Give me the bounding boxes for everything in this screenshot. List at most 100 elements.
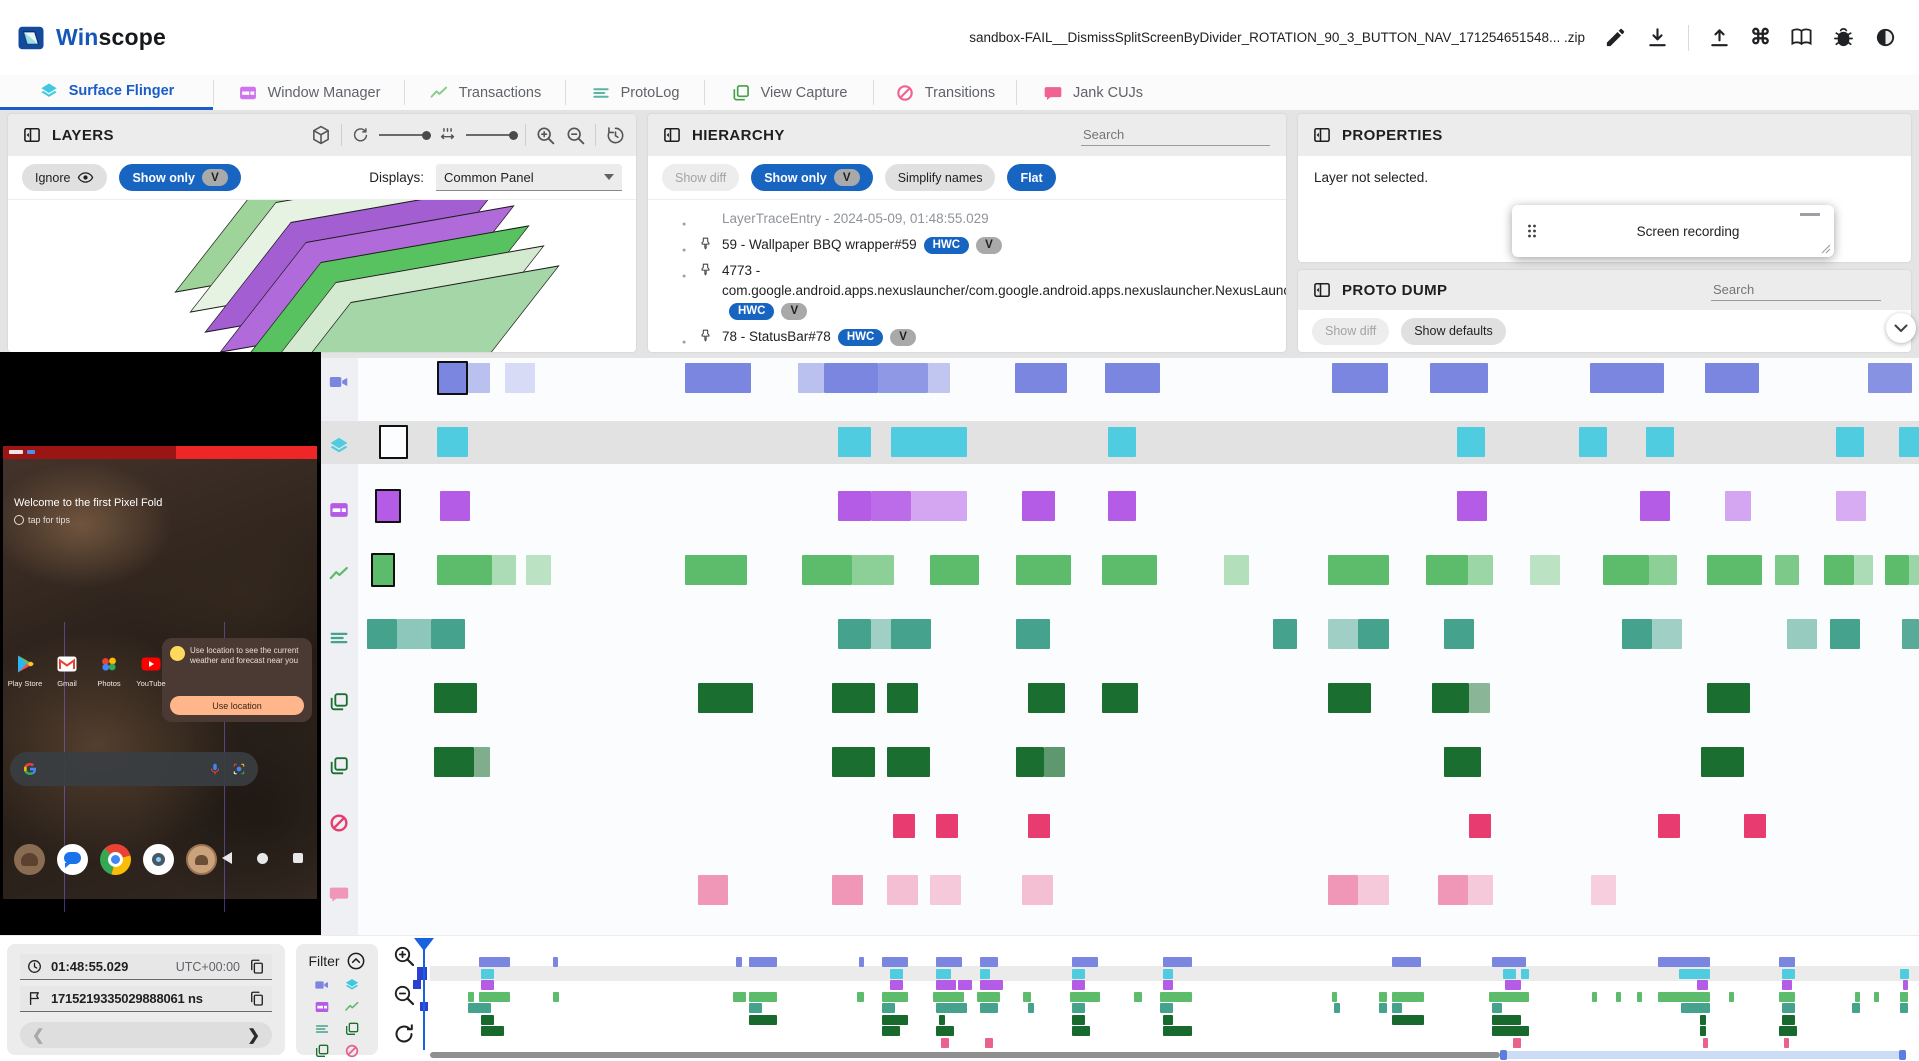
transactions-selected-block[interactable] [371, 553, 395, 587]
surface-flinger-event-block[interactable] [838, 427, 871, 457]
rotation-icon[interactable] [351, 126, 370, 145]
simplify-names-button[interactable]: Simplify names [884, 164, 996, 191]
transactions-event-block[interactable] [1824, 555, 1854, 585]
filter-videocam-icon[interactable] [314, 977, 330, 993]
hierarchy-tree-row[interactable]: ● LayerTraceEntry - 2024-05-09, 01:48:55.… [648, 206, 1276, 232]
filter-layers-icon[interactable] [344, 977, 360, 993]
jank-cujs-event-block[interactable] [1468, 875, 1493, 905]
3d-view-icon[interactable] [310, 124, 332, 146]
screen-recording-event-block[interactable] [928, 363, 950, 393]
transactions-event-block[interactable] [852, 555, 894, 585]
zoom-range-left-handle[interactable] [1500, 1050, 1507, 1060]
show-diff-button-proto-dump[interactable]: Show diff [1312, 317, 1390, 345]
tab-window-manager[interactable]: Window Manager [214, 75, 404, 110]
jank-cujs-event-block[interactable] [887, 875, 918, 905]
view-capture-taskbar-event-block[interactable] [1102, 683, 1138, 713]
protolog-event-block[interactable] [367, 619, 397, 649]
protolog-event-block[interactable] [1622, 619, 1652, 649]
previous-entry-button[interactable]: ❮ [32, 1026, 45, 1044]
transactions-event-block[interactable] [1909, 555, 1919, 585]
window-manager-event-block[interactable] [1457, 491, 1487, 521]
jank-cujs-event-block[interactable] [698, 875, 728, 905]
zoom-out-icon[interactable] [565, 125, 586, 146]
surface-flinger-event-block[interactable] [1899, 427, 1919, 457]
protolog-event-block[interactable] [838, 619, 871, 649]
transitions-event-block[interactable] [1028, 814, 1050, 838]
show-only-button-layers[interactable]: Show only V [119, 164, 241, 191]
protolog-event-block[interactable] [397, 619, 431, 649]
transitions-event-block[interactable] [1658, 814, 1680, 838]
transactions-event-block[interactable] [1707, 555, 1762, 585]
view-capture-launcher-event-block[interactable] [1701, 747, 1744, 777]
transactions-event-block[interactable] [1102, 555, 1157, 585]
timeline-minimap[interactable] [413, 936, 1919, 1061]
copy-time-button[interactable] [248, 958, 266, 976]
view-capture-launcher-event-block[interactable] [434, 747, 474, 777]
view-capture-launcher-event-block[interactable] [1016, 747, 1044, 777]
jank-cujs-event-block[interactable] [1358, 875, 1389, 905]
spacing-slider[interactable] [466, 130, 518, 140]
view-capture-launcher-event-block[interactable] [474, 747, 490, 777]
surface-flinger-event-block[interactable] [1646, 427, 1674, 457]
transactions-event-block[interactable] [1468, 555, 1493, 585]
protolog-event-block[interactable] [1830, 619, 1860, 649]
drag-handle-icon[interactable] [1522, 221, 1542, 241]
window-manager-event-block[interactable] [838, 491, 871, 521]
view-capture-taskbar-event-block[interactable] [1707, 683, 1750, 713]
view-capture-launcher-event-block[interactable] [1044, 747, 1065, 777]
screen-recording-event-block[interactable] [685, 363, 751, 393]
window-manager-event-block[interactable] [1725, 491, 1751, 521]
timeline-cursor-line[interactable] [423, 938, 425, 1050]
tab-surface-flinger[interactable]: Surface Flinger [0, 75, 213, 110]
protolog-event-block[interactable] [1902, 619, 1919, 649]
screen-recording-event-block[interactable] [1105, 363, 1160, 393]
layers-3d-view[interactable] [8, 200, 636, 352]
window-manager-event-block[interactable] [440, 491, 470, 521]
collapse-timeline-button[interactable] [1886, 313, 1916, 343]
view-capture-taskbar-event-block[interactable] [1432, 683, 1469, 713]
view-capture-launcher-event-block[interactable] [832, 747, 875, 777]
minimap-reset-zoom-icon[interactable] [392, 1022, 416, 1046]
surface-flinger-selected-block[interactable] [379, 425, 408, 459]
filter-viewcapture-icon[interactable] [314, 1043, 330, 1059]
jank-cujs-event-block[interactable] [1022, 875, 1053, 905]
transactions-event-block[interactable] [1426, 555, 1468, 585]
protolog-event-block[interactable] [1652, 619, 1682, 649]
filter-viewcapture-icon[interactable] [344, 1021, 360, 1037]
screen-recording-event-block[interactable] [505, 363, 535, 393]
screen-recording-event-block[interactable] [1015, 363, 1067, 393]
surface-flinger-event-block[interactable] [1836, 427, 1864, 457]
hierarchy-tree-row[interactable]: ● 4773 - com.google.android.apps.nexuslau… [648, 258, 1286, 324]
transactions-event-block[interactable] [1016, 555, 1071, 585]
hierarchy-tree-row[interactable]: ● 59 - Wallpaper BBQ wrapper#59 HWC V [648, 232, 1276, 258]
protolog-event-block[interactable] [891, 619, 931, 649]
surface-flinger-event-block[interactable] [437, 427, 468, 457]
reset-view-icon[interactable] [605, 125, 626, 146]
view-capture-taskbar-event-block[interactable] [832, 683, 875, 713]
hierarchy-tree-row[interactable]: ● 78 - StatusBar#78 HWC V [648, 324, 1276, 350]
window-manager-selected-block[interactable] [375, 489, 401, 523]
collapse-filter-icon[interactable] [346, 951, 366, 971]
transactions-event-block[interactable] [1775, 555, 1799, 585]
collapse-properties-panel-icon[interactable] [1312, 125, 1332, 145]
screen-recording-event-block[interactable] [1430, 363, 1488, 393]
protolog-event-block[interactable] [1016, 619, 1050, 649]
view-capture-launcher-event-block[interactable] [887, 747, 930, 777]
window-manager-event-block[interactable] [1836, 491, 1866, 521]
protolog-event-block[interactable] [871, 619, 893, 649]
surface-flinger-event-block[interactable] [1579, 427, 1607, 457]
rotation-slider[interactable] [379, 130, 431, 140]
minimize-button[interactable] [1800, 213, 1820, 216]
transactions-event-block[interactable] [1854, 555, 1873, 585]
minimap-zoom-range[interactable] [1500, 1051, 1906, 1059]
tab-view-capture[interactable]: View Capture [705, 75, 873, 110]
view-capture-taskbar-event-block[interactable] [1469, 683, 1490, 713]
window-manager-event-block[interactable] [1108, 491, 1136, 521]
jank-cujs-event-block[interactable] [930, 875, 961, 905]
hierarchy-tree-row[interactable]: ●166 - Taskbar#166HWCV [648, 350, 1276, 352]
tab-protolog[interactable]: ProtoLog [566, 75, 704, 110]
ignore-button[interactable]: Ignore [22, 164, 108, 191]
view-capture-taskbar-event-block[interactable] [1328, 683, 1371, 713]
view-capture-taskbar-event-block[interactable] [1028, 683, 1065, 713]
protolog-event-block[interactable] [1273, 619, 1297, 649]
